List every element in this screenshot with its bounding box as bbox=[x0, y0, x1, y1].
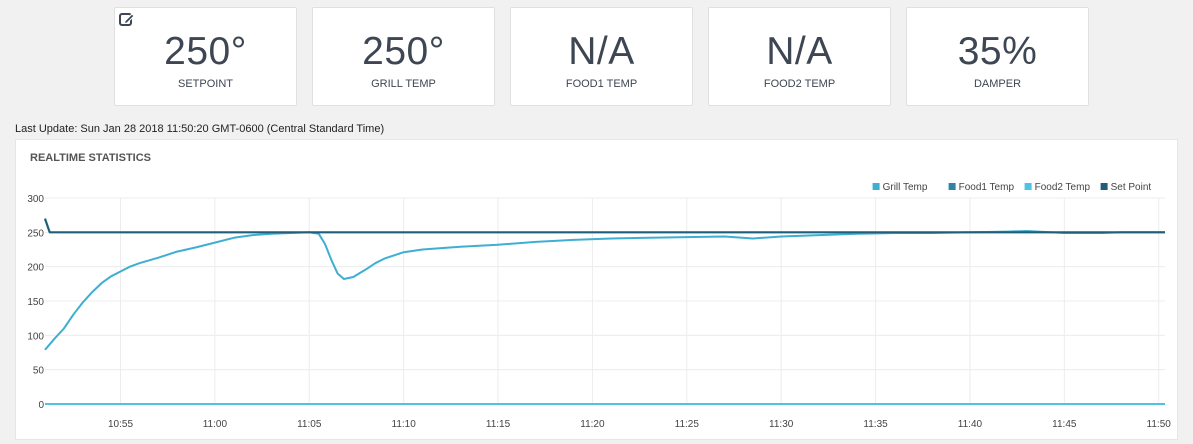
legend-swatch-food2-temp bbox=[1024, 183, 1032, 190]
food1-temp-card: N/A FOOD1 TEMP bbox=[510, 7, 693, 106]
damper-card: 35% DAMPER bbox=[906, 7, 1089, 106]
legend-label-food1-temp: Food1 Temp bbox=[959, 182, 1015, 193]
setpoint-label: SETPOINT bbox=[177, 78, 233, 90]
food2-temp-label: FOOD2 TEMP bbox=[763, 78, 836, 90]
food1-temp-label: FOOD1 TEMP bbox=[565, 78, 638, 90]
y-tick-label: 150 bbox=[27, 297, 44, 308]
edit-icon[interactable] bbox=[118, 11, 136, 29]
x-tick-label: 11:10 bbox=[392, 419, 417, 430]
food1-temp-value: N/A bbox=[568, 30, 635, 73]
realtime-statistics-panel: REALTIME STATISTICS 0 50 100 150 200 250 300 10… bbox=[15, 139, 1178, 440]
realtime-chart: 0 50 100 150 200 250 300 10:55 11:00 11:05 11:10 11… bbox=[27, 182, 1172, 430]
x-tick-label: 11:35 bbox=[863, 419, 888, 430]
damper-label: DAMPER bbox=[973, 78, 1022, 90]
x-tick-label: 11:25 bbox=[675, 419, 700, 430]
food2-temp-value: N/A bbox=[766, 30, 833, 73]
y-tick-label: 200 bbox=[27, 263, 44, 274]
x-tick-label: 11:45 bbox=[1052, 419, 1077, 430]
legend-label-set-point: Set Point bbox=[1111, 182, 1152, 193]
y-tick-label: 250 bbox=[27, 228, 44, 239]
panel-title: REALTIME STATISTICS bbox=[30, 152, 151, 164]
y-tick-label: 100 bbox=[27, 331, 44, 342]
legend-swatch-set-point bbox=[1100, 183, 1108, 190]
setpoint-card: 250° SETPOINT bbox=[114, 7, 297, 106]
legend-label-grill-temp: Grill Temp bbox=[883, 182, 928, 193]
grill-temp-label: GRILL TEMP bbox=[371, 78, 436, 90]
legend-label-food2-temp: Food2 Temp bbox=[1035, 182, 1091, 193]
y-tick-label: 300 bbox=[27, 194, 44, 205]
setpoint-value: 250° bbox=[164, 30, 247, 73]
x-tick-label: 11:30 bbox=[769, 419, 794, 430]
last-update-text: Last Update: Sun Jan 28 2018 11:50:20 GM… bbox=[15, 123, 385, 135]
y-tick-label: 50 bbox=[33, 366, 45, 377]
grill-temp-card: 250° GRILL TEMP bbox=[312, 7, 495, 106]
legend-swatch-grill-temp bbox=[872, 183, 880, 190]
x-tick-label: 11:20 bbox=[580, 419, 605, 430]
damper-value: 35% bbox=[957, 30, 1038, 73]
x-tick-label: 10:55 bbox=[108, 419, 133, 430]
x-tick-label: 11:50 bbox=[1147, 419, 1172, 430]
x-tick-label: 11:05 bbox=[297, 419, 322, 430]
legend-swatch-food1-temp bbox=[948, 183, 956, 190]
series-line-grill-temp bbox=[44, 230, 1165, 351]
x-tick-label: 11:00 bbox=[203, 419, 228, 430]
y-tick-label: 0 bbox=[38, 400, 44, 411]
x-tick-label: 11:40 bbox=[958, 419, 983, 430]
food2-temp-card: N/A FOOD2 TEMP bbox=[708, 7, 891, 106]
series-line-set-point bbox=[43, 218, 1165, 234]
grill-temp-value: 250° bbox=[362, 30, 445, 73]
x-tick-label: 11:15 bbox=[486, 419, 511, 430]
